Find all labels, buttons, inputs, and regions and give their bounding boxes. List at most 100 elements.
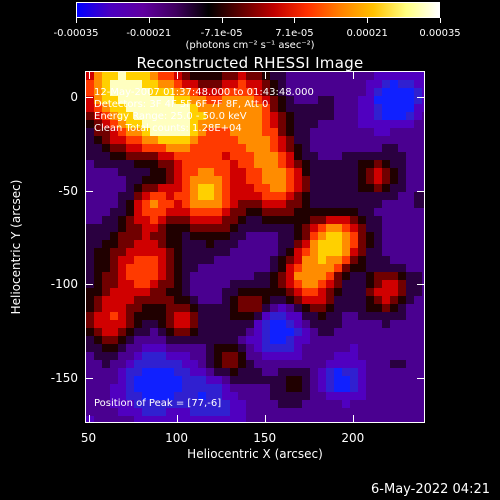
- heatmap-cell: [158, 400, 166, 408]
- heatmap-cell: [318, 120, 326, 128]
- heatmap-cell: [366, 352, 374, 360]
- heatmap-cell: [182, 104, 190, 112]
- heatmap-cell: [278, 208, 286, 216]
- heatmap-cell: [374, 184, 382, 192]
- heatmap-cell: [126, 328, 134, 336]
- heatmap-cell: [230, 72, 238, 80]
- heatmap-cell: [230, 96, 238, 104]
- heatmap-cell: [302, 352, 310, 360]
- heatmap-cell: [214, 360, 222, 368]
- heatmap-cell: [414, 176, 422, 184]
- heatmap-cell: [366, 120, 374, 128]
- heatmap-cell: [86, 320, 94, 328]
- heatmap-cell: [190, 296, 198, 304]
- heatmap-cell: [238, 304, 246, 312]
- heatmap-cell: [166, 96, 174, 104]
- heatmap-cell: [238, 120, 246, 128]
- heatmap-cell: [366, 176, 374, 184]
- heatmap-cell: [278, 304, 286, 312]
- heatmap-cell: [326, 104, 334, 112]
- heatmap-cell: [334, 184, 342, 192]
- heatmap-cell: [270, 408, 278, 416]
- heatmap-cell: [166, 280, 174, 288]
- heatmap-cell: [174, 368, 182, 376]
- heatmap-cell: [238, 96, 246, 104]
- heatmap-cell: [198, 256, 206, 264]
- heatmap-cell: [318, 256, 326, 264]
- heatmap-cell: [334, 328, 342, 336]
- heatmap-cell: [422, 136, 424, 144]
- heatmap-cell: [150, 88, 158, 96]
- heatmap-cell: [166, 304, 174, 312]
- heatmap-cell: [326, 72, 334, 80]
- y-tick-mark: [85, 190, 93, 192]
- heatmap-cell: [190, 360, 198, 368]
- heatmap-cell: [334, 408, 342, 416]
- heatmap-cell: [142, 136, 150, 144]
- heatmap-cell: [126, 280, 134, 288]
- heatmap-cell: [142, 216, 150, 224]
- heatmap-cell: [230, 344, 238, 352]
- heatmap-cell: [262, 304, 270, 312]
- heatmap-cell: [182, 152, 190, 160]
- heatmap-cell: [182, 288, 190, 296]
- heatmap-cell: [102, 160, 110, 168]
- heatmap-cell: [270, 152, 278, 160]
- heatmap-cell: [414, 384, 422, 392]
- heatmap-cell: [230, 360, 238, 368]
- heatmap-cell: [238, 368, 246, 376]
- heatmap-cell: [222, 136, 230, 144]
- heatmap-cell: [350, 400, 358, 408]
- heatmap-cell: [150, 176, 158, 184]
- heatmap-cell: [414, 320, 422, 328]
- heatmap-cell: [246, 416, 254, 422]
- heatmap-cell: [422, 344, 424, 352]
- heatmap-cell: [342, 72, 350, 80]
- heatmap-cell: [214, 200, 222, 208]
- heatmap-cell: [262, 176, 270, 184]
- heatmap-cell: [326, 248, 334, 256]
- heatmap-cell: [182, 360, 190, 368]
- heatmap-cell: [374, 400, 382, 408]
- heatmap-cell: [126, 264, 134, 272]
- heatmap-cell: [318, 288, 326, 296]
- heatmap-cell: [150, 136, 158, 144]
- heatmap-cell: [206, 384, 214, 392]
- heatmap-cell: [214, 120, 222, 128]
- heatmap-cell: [174, 336, 182, 344]
- heatmap-cell: [166, 176, 174, 184]
- heatmap-cell: [286, 232, 294, 240]
- heatmap-cell: [382, 272, 390, 280]
- heatmap-cell: [118, 136, 126, 144]
- heatmap-cell: [166, 320, 174, 328]
- heatmap-cell: [422, 312, 424, 320]
- heatmap-cell: [278, 400, 286, 408]
- heatmap-cell: [318, 376, 326, 384]
- heatmap-cell: [318, 392, 326, 400]
- heatmap-cell: [102, 72, 110, 80]
- heatmap-cell: [94, 120, 102, 128]
- heatmap-cell: [334, 176, 342, 184]
- heatmap-cell: [246, 120, 254, 128]
- heatmap-cell: [174, 176, 182, 184]
- heatmap-cell: [278, 160, 286, 168]
- heatmap-cell: [278, 96, 286, 104]
- heatmap-cell: [86, 416, 94, 422]
- heatmap-cell: [230, 208, 238, 216]
- heatmap-cell: [406, 96, 414, 104]
- heatmap-cell: [374, 264, 382, 272]
- heatmap-cell: [382, 88, 390, 96]
- heatmap-cell: [326, 288, 334, 296]
- heatmap-cell: [158, 312, 166, 320]
- heatmap-cell: [158, 376, 166, 384]
- heatmap-cell: [94, 88, 102, 96]
- heatmap-cell: [294, 208, 302, 216]
- heatmap-cell: [422, 352, 424, 360]
- heatmap-cell: [310, 408, 318, 416]
- heatmap-cell: [390, 128, 398, 136]
- heatmap-cell: [358, 416, 366, 422]
- heatmap-cell: [166, 360, 174, 368]
- heatmap-cell: [214, 192, 222, 200]
- heatmap-cell: [126, 112, 134, 120]
- heatmap-cell: [222, 256, 230, 264]
